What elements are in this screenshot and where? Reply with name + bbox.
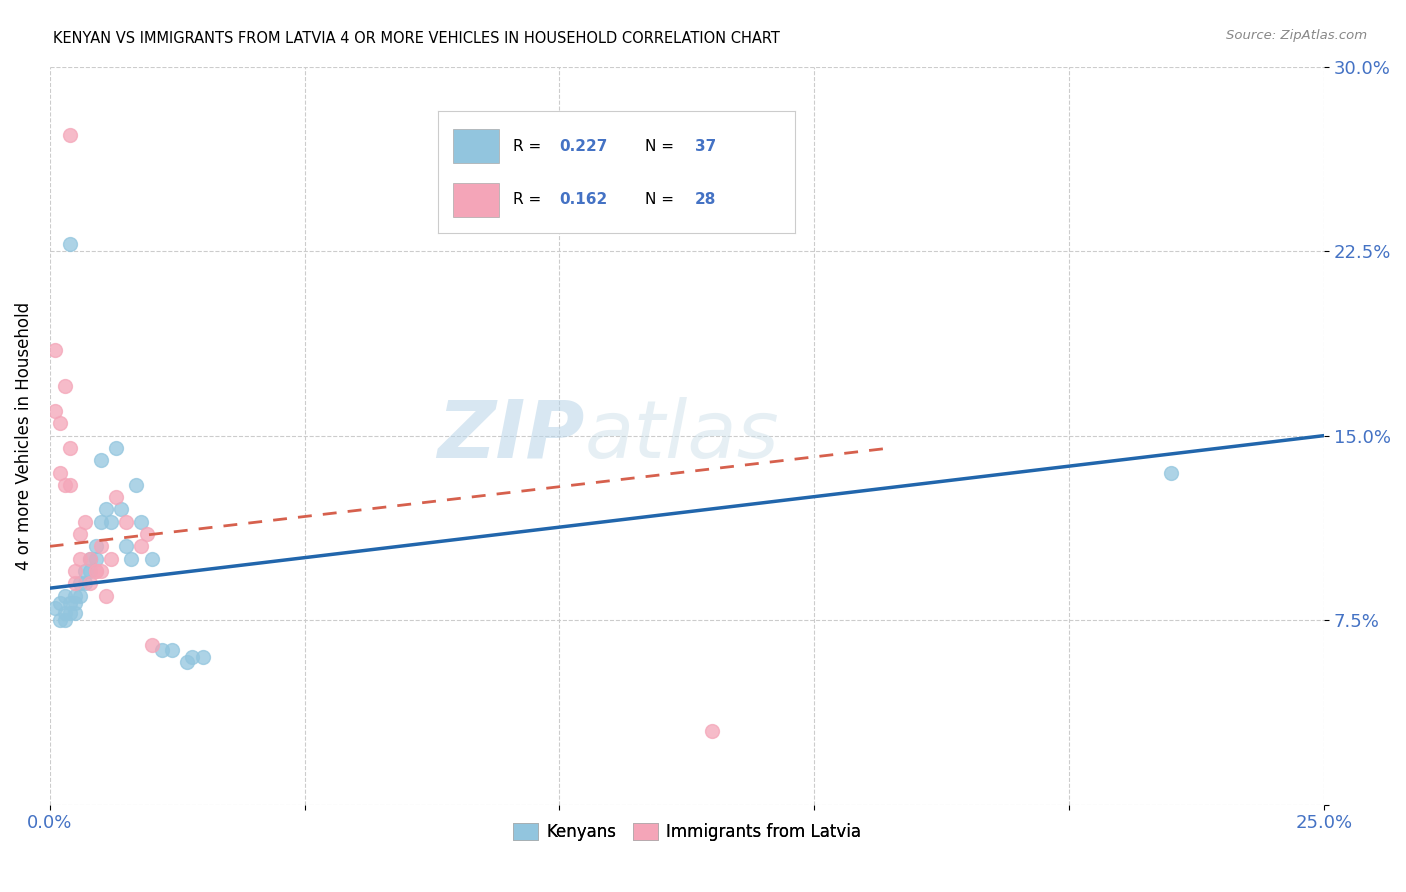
- Point: [69, 527, 91, 541]
- Point: [90, 515, 112, 529]
- Point: [115, 515, 138, 529]
- Point: [100, 551, 122, 566]
- Point: [59, 596, 82, 610]
- Point: [44, 343, 66, 357]
- Point: [100, 515, 122, 529]
- Point: [49, 466, 72, 480]
- Legend: Kenyans, Immigrants from Latvia: Kenyans, Immigrants from Latvia: [506, 816, 868, 848]
- Point: [69, 589, 91, 603]
- Point: [115, 540, 138, 554]
- Point: [702, 723, 724, 738]
- Text: atlas: atlas: [585, 397, 779, 475]
- Point: [131, 515, 153, 529]
- Point: [75, 515, 97, 529]
- Point: [59, 606, 82, 620]
- Point: [110, 502, 132, 516]
- Point: [90, 540, 112, 554]
- Y-axis label: 4 or more Vehicles in Household: 4 or more Vehicles in Household: [15, 301, 32, 570]
- Point: [90, 564, 112, 578]
- Point: [59, 478, 82, 492]
- Point: [53, 379, 76, 393]
- Point: [79, 576, 101, 591]
- Point: [135, 527, 157, 541]
- Point: [63, 596, 86, 610]
- Point: [84, 551, 107, 566]
- Point: [94, 502, 117, 516]
- Point: [59, 236, 82, 251]
- Point: [79, 551, 101, 566]
- Point: [84, 564, 107, 578]
- Point: [125, 478, 148, 492]
- Text: ZIP: ZIP: [437, 397, 585, 475]
- Point: [90, 453, 112, 467]
- Point: [191, 650, 214, 665]
- Point: [53, 606, 76, 620]
- Point: [94, 589, 117, 603]
- Point: [84, 540, 107, 554]
- Point: [79, 564, 101, 578]
- Point: [181, 650, 204, 665]
- Point: [63, 589, 86, 603]
- Point: [69, 576, 91, 591]
- Point: [59, 441, 82, 455]
- Point: [69, 551, 91, 566]
- Point: [53, 613, 76, 627]
- Point: [104, 441, 127, 455]
- Point: [44, 404, 66, 418]
- Point: [63, 564, 86, 578]
- Point: [75, 564, 97, 578]
- Point: [63, 606, 86, 620]
- Point: [120, 551, 142, 566]
- Point: [150, 642, 173, 657]
- Text: KENYAN VS IMMIGRANTS FROM LATVIA 4 OR MORE VEHICLES IN HOUSEHOLD CORRELATION CHA: KENYAN VS IMMIGRANTS FROM LATVIA 4 OR MO…: [53, 31, 780, 46]
- Point: [53, 589, 76, 603]
- Point: [49, 613, 72, 627]
- Point: [141, 551, 163, 566]
- Point: [53, 478, 76, 492]
- Text: Source: ZipAtlas.com: Source: ZipAtlas.com: [1226, 29, 1367, 42]
- Point: [176, 655, 198, 669]
- Point: [104, 490, 127, 504]
- Point: [49, 417, 72, 431]
- Point: [49, 596, 72, 610]
- Point: [59, 128, 82, 143]
- Point: [75, 576, 97, 591]
- Point: [131, 540, 153, 554]
- Point: [63, 576, 86, 591]
- Point: [44, 600, 66, 615]
- Point: [84, 564, 107, 578]
- Point: [160, 642, 183, 657]
- Point: [1160, 466, 1182, 480]
- Point: [79, 551, 101, 566]
- Point: [141, 638, 163, 652]
